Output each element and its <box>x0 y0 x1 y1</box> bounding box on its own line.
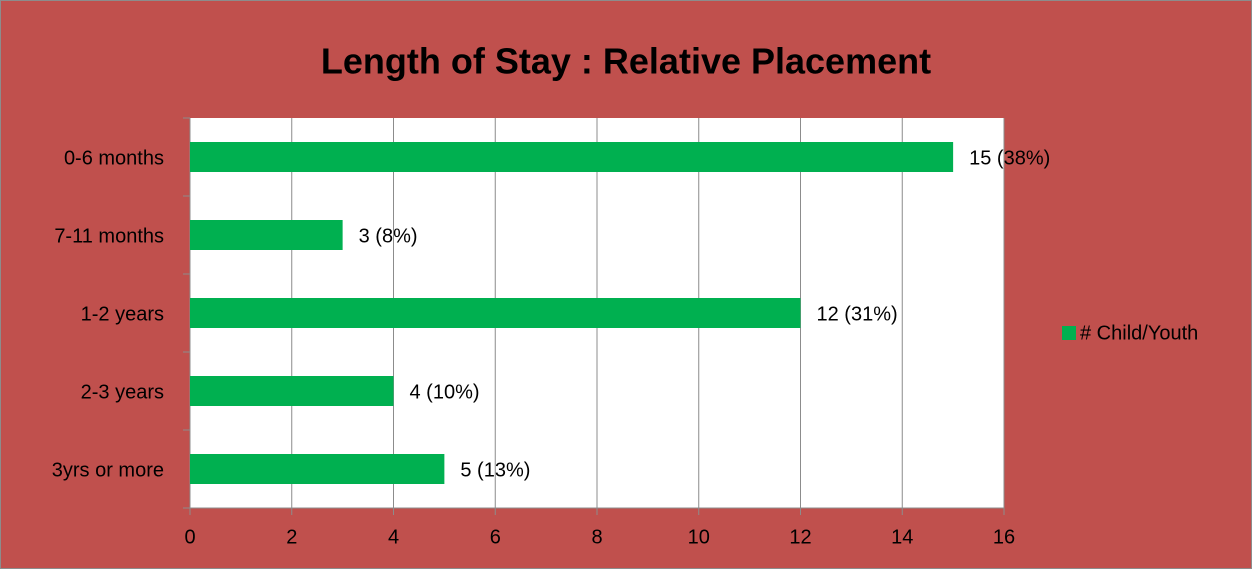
x-tick-label: 0 <box>184 526 195 548</box>
x-tick-label: 8 <box>591 526 602 548</box>
y-tick-label: 7-11 months <box>54 225 164 247</box>
data-label: 12 (31%) <box>817 303 898 325</box>
x-tick-label: 2 <box>286 526 297 548</box>
data-label: 5 (13%) <box>460 459 530 481</box>
x-tick-label: 6 <box>490 526 501 548</box>
x-tick-label: 12 <box>789 526 811 548</box>
bar <box>190 298 801 328</box>
y-tick-label: 3yrs or more <box>52 459 164 481</box>
chart-title: Length of Stay : Relative Placement <box>321 41 931 82</box>
bar <box>190 454 445 484</box>
bar <box>190 376 394 406</box>
data-label: 15 (38%) <box>969 147 1050 169</box>
y-tick-label: 0-6 months <box>64 147 164 169</box>
bar <box>190 220 343 250</box>
x-tick-label: 10 <box>688 526 710 548</box>
legend-swatch <box>1062 326 1076 340</box>
y-tick-label: 2-3 years <box>81 381 164 403</box>
y-tick-label: 1-2 years <box>81 303 164 325</box>
x-tick-label: 16 <box>993 526 1015 548</box>
legend-label: # Child/Youth <box>1080 322 1198 344</box>
bar <box>190 142 954 172</box>
data-label: 4 (10%) <box>410 381 480 403</box>
data-label: 3 (8%) <box>359 225 418 247</box>
x-tick-label: 4 <box>388 526 399 548</box>
x-tick-label: 14 <box>891 526 913 548</box>
